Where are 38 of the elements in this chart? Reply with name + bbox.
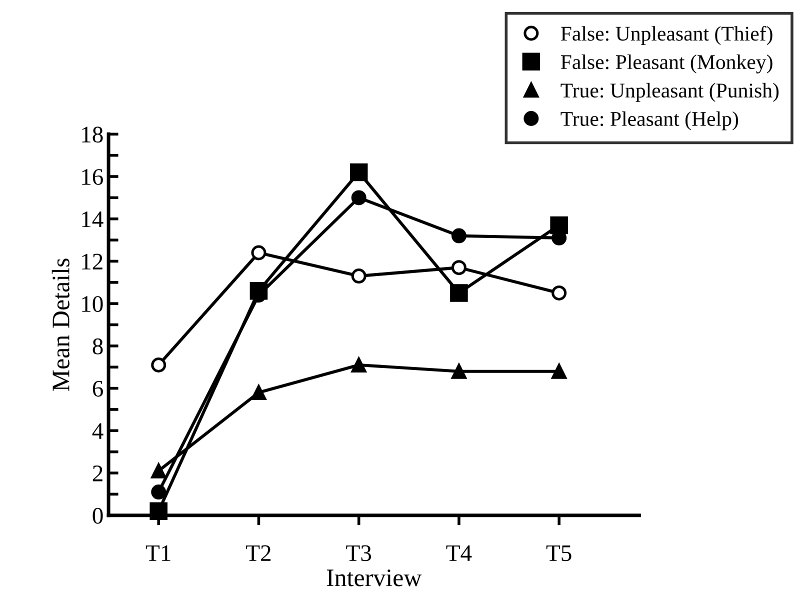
x-tick-label: T5 xyxy=(546,545,572,562)
point xyxy=(351,268,366,284)
point xyxy=(151,463,166,478)
point xyxy=(451,260,466,276)
y-tick-label: 10 xyxy=(82,296,103,312)
point xyxy=(450,284,468,302)
point xyxy=(451,364,466,379)
legend-label: False: Unpleasant (Thief) xyxy=(560,26,772,45)
point xyxy=(251,245,266,260)
point xyxy=(550,216,568,234)
y-tick-label: 6 xyxy=(92,380,103,397)
legend-label: False: Pleasant (Monkey) xyxy=(560,54,772,74)
point xyxy=(150,502,168,520)
point xyxy=(351,190,366,206)
x-tick-label: T1 xyxy=(146,545,170,561)
point xyxy=(451,228,466,244)
point xyxy=(350,163,368,182)
point xyxy=(151,484,166,500)
y-axis-title: Mean Details xyxy=(52,258,70,392)
legend-label: True: Unpleasant (Punish) xyxy=(560,82,779,102)
y-tick-label: 18 xyxy=(82,126,103,143)
x-axis-title: Interview xyxy=(326,570,422,586)
y-tick-label: 14 xyxy=(82,211,104,228)
y-tick-label: 16 xyxy=(82,169,103,185)
y-tick-label: 8 xyxy=(92,338,103,354)
y-tick-label: 2 xyxy=(92,466,102,482)
y-tick-label: 0 xyxy=(92,508,103,524)
point xyxy=(351,357,366,372)
y-tick-label: 12 xyxy=(82,254,102,270)
y-tick-label: 4 xyxy=(92,423,104,439)
x-tick-label: T2 xyxy=(246,545,271,561)
x-tick-label: T3 xyxy=(346,545,372,562)
legend-label: True: Pleasant (Help) xyxy=(560,111,738,130)
x-tick-label: T4 xyxy=(446,545,472,561)
point xyxy=(251,385,266,400)
point xyxy=(151,357,166,372)
point xyxy=(552,285,567,300)
point xyxy=(552,364,567,379)
